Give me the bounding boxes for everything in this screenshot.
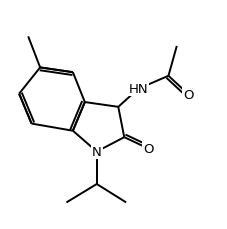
Text: N: N <box>92 145 102 158</box>
Text: O: O <box>183 88 194 101</box>
Text: HN: HN <box>128 83 148 96</box>
Text: O: O <box>143 142 154 155</box>
